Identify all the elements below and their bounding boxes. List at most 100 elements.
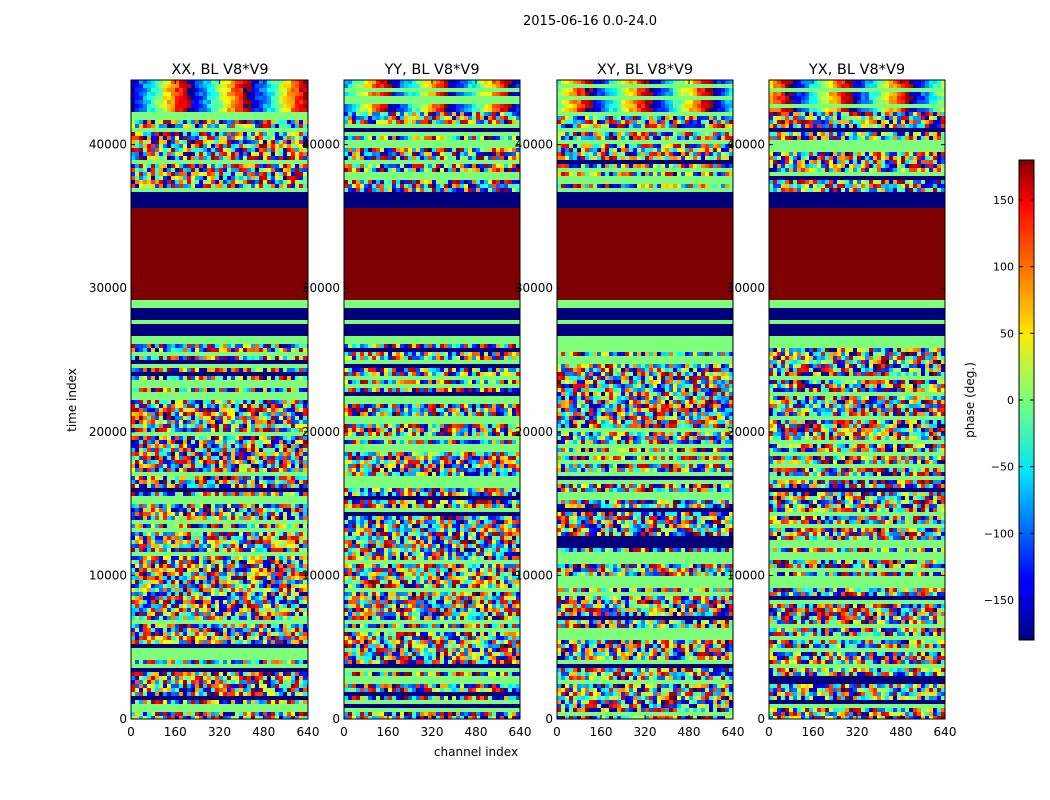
heatmap-cell [131,308,308,312]
heatmap-cell [283,624,287,628]
heatmap-cell [255,404,259,408]
heatmap-cell [235,448,239,452]
heatmap-cell [299,516,303,520]
heatmap-cell [163,148,167,152]
heatmap-cell [291,164,295,168]
heatmap-cell [275,452,279,456]
heatmap-cell [195,596,199,600]
heatmap-cell [231,536,235,540]
heatmap-cell [183,596,187,600]
heatmap-cell [139,464,143,468]
heatmap-cell [283,556,287,560]
heatmap-cell [295,616,299,620]
heatmap-cell [195,508,199,512]
heatmap-cell [267,640,271,644]
heatmap-cell [488,116,492,120]
heatmap-cell [259,628,263,632]
heatmap-cell [147,688,151,692]
heatmap-row [131,216,308,220]
heatmap-cell [263,632,267,636]
heatmap-cell [147,512,151,516]
heatmap-cell [472,84,476,88]
heatmap-cell [372,152,376,156]
heatmap-cell [255,600,259,604]
heatmap-cell [408,112,412,116]
heatmap-cell [163,636,167,640]
heatmap-cell [235,452,239,456]
heatmap-cell [135,556,139,560]
heatmap-cell [211,480,215,484]
heatmap-cell [428,92,432,96]
heatmap-cell [175,616,179,620]
heatmap-cell [404,92,408,96]
heatmap-cell [211,532,215,536]
heatmap-cell [183,172,187,176]
heatmap-cell [135,588,139,592]
heatmap-cell [267,440,271,444]
heatmap-cell [404,164,408,168]
heatmap-cell [143,404,147,408]
heatmap-cell [303,368,307,372]
heatmap-cell [139,420,143,424]
heatmap-cell [468,164,472,168]
heatmap-cell [251,492,255,496]
heatmap-cell [159,92,163,96]
heatmap-cell [235,96,239,100]
heatmap-cell [243,468,247,472]
heatmap-cell [251,180,255,184]
heatmap-cell [187,576,191,580]
heatmap-cell [135,420,139,424]
heatmap-cell [412,80,416,84]
heatmap-cell [408,136,412,140]
heatmap-cell [291,144,295,148]
heatmap-cell [203,456,207,460]
heatmap-cell [356,104,360,108]
heatmap-cell [416,148,420,152]
heatmap-cell [396,164,400,168]
heatmap-cell [247,448,251,452]
heatmap-cell [223,560,227,564]
heatmap-cell [231,544,235,548]
heatmap-cell [263,172,267,176]
heatmap-cell [504,104,508,108]
heatmap-cell [299,636,303,640]
heatmap-cell [243,132,247,136]
heatmap-cell [159,524,163,528]
heatmap-cell [243,452,247,456]
heatmap-cell [191,700,195,704]
heatmap-cell [199,172,203,176]
heatmap-cell [199,348,203,352]
heatmap-cell [275,176,279,180]
heatmap-cell [131,388,135,392]
heatmap-cell [211,556,215,560]
heatmap-cell [255,184,259,188]
heatmap-cell [219,700,223,704]
heatmap-cell [251,540,255,544]
heatmap-cell [199,412,203,416]
heatmap-cell [151,180,155,184]
heatmap-cell [147,460,151,464]
heatmap-cell [223,632,227,636]
heatmap-cell [392,120,396,124]
heatmap-cell [191,120,195,124]
heatmap-cell [239,448,243,452]
heatmap-cell [295,108,299,112]
heatmap-cell [227,100,231,104]
heatmap-row [131,140,308,144]
heatmap-cell [167,420,171,424]
heatmap-cell [131,616,135,620]
heatmap-cell [215,424,219,428]
heatmap-cell [131,380,308,384]
heatmap-cell [179,624,183,628]
heatmap-cell [456,148,460,152]
heatmap-cell [251,700,255,704]
heatmap-cell [488,152,492,156]
heatmap-cell [171,444,175,448]
heatmap-cell [283,92,287,96]
heatmap-cell [283,120,287,124]
heatmap-cell [207,604,211,608]
heatmap-cell [139,612,143,616]
heatmap-cell [239,556,243,560]
heatmap-cell [235,356,239,360]
heatmap-cell [392,112,396,116]
